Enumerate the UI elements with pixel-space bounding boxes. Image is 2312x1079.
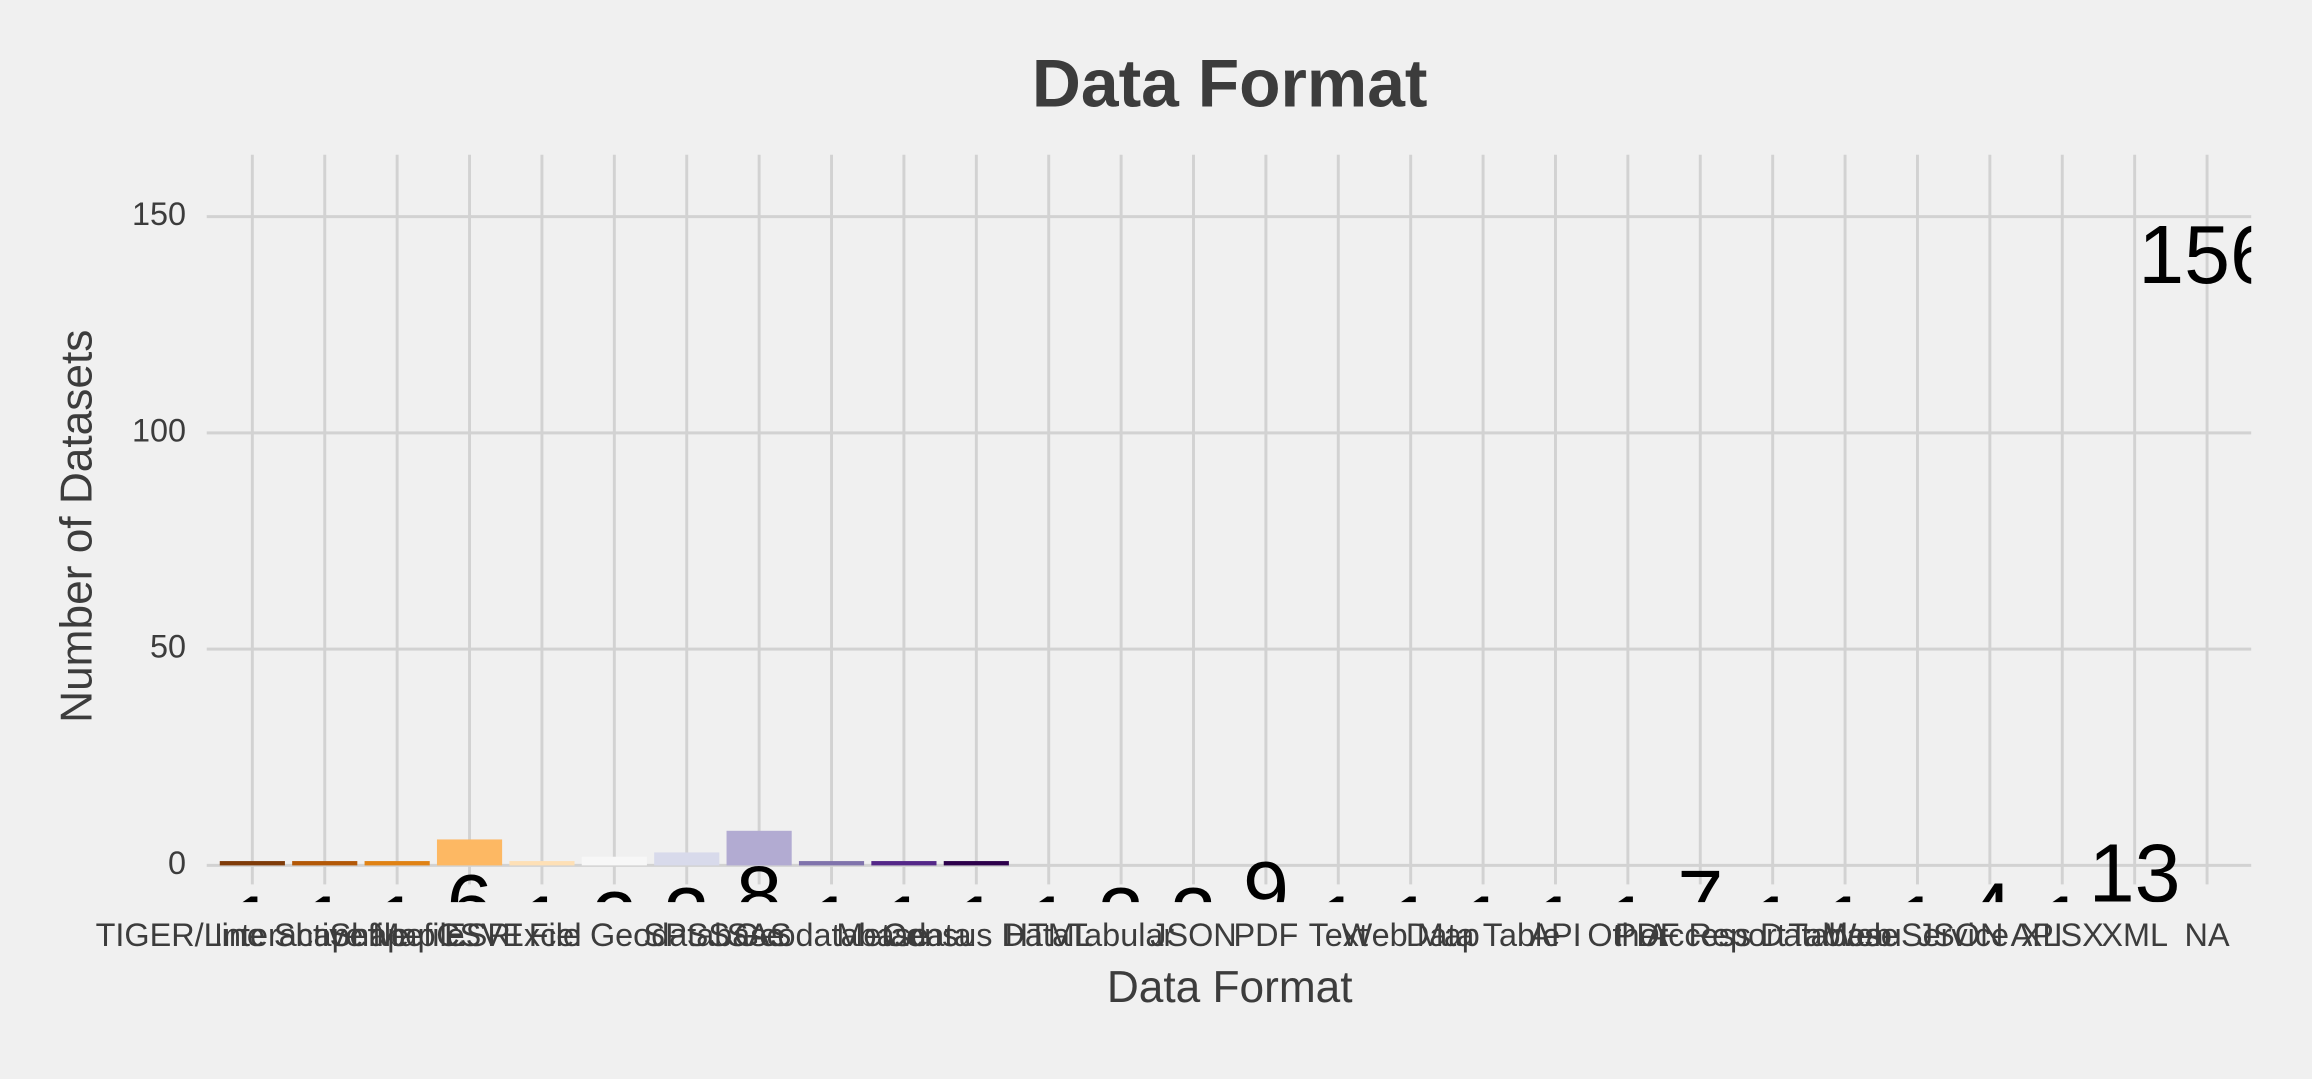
- y-tick-label: 100: [132, 412, 186, 448]
- value-label: 1: [2039, 880, 2085, 972]
- value-label: 8: [736, 849, 782, 941]
- x-tick-label: Census Data: [883, 917, 1071, 953]
- value-label: 2: [591, 875, 637, 967]
- value-label: 1: [809, 880, 855, 972]
- y-tick-label: 0: [168, 845, 186, 881]
- value-label: 1: [519, 880, 565, 972]
- x-tick-label: Geodatabase: [734, 917, 929, 953]
- x-tick-label: XML: [2101, 917, 2168, 953]
- value-label: 1: [953, 880, 999, 972]
- value-label: 1: [1822, 880, 1868, 972]
- x-tick-label: PDF: [1233, 917, 1298, 953]
- value-label: 9: [1243, 845, 1289, 937]
- value-label: 1: [1895, 880, 1941, 972]
- value-label: 13: [2089, 828, 2181, 920]
- bar: [726, 830, 792, 866]
- value-label: 1: [881, 880, 927, 972]
- value-label: 6: [447, 858, 493, 950]
- x-tick-label: NA: [2185, 917, 2230, 953]
- value-label: 1: [1026, 880, 1072, 972]
- x-tick-label: TIGER/Line Shapefile: [96, 917, 409, 953]
- value-label: 1: [1605, 880, 1651, 972]
- x-tick-label: Data Table: [1406, 917, 1560, 953]
- x-tick-label: CSV: [436, 917, 503, 953]
- value-label: 1: [302, 880, 348, 972]
- value-label: 1: [1315, 880, 1361, 972]
- value-label: 1: [374, 880, 420, 972]
- value-label: 3: [1171, 871, 1217, 963]
- x-tick-label: Tabular: [1068, 917, 1174, 953]
- grid: [206, 154, 2252, 885]
- value-label: 1: [1750, 880, 1796, 972]
- value-label: 1: [1460, 880, 1506, 972]
- x-tick-label: JSON API: [1917, 917, 2063, 953]
- x-tick-label: Excel: [502, 917, 581, 953]
- bar: [364, 861, 430, 866]
- x-tick-label: JSON: [1150, 917, 1236, 953]
- bar: [436, 839, 503, 866]
- y-axis-title: Number of Datasets: [53, 330, 102, 723]
- bar: [581, 856, 647, 866]
- x-tick-label: Shapefile: [330, 917, 465, 953]
- bar: [654, 852, 720, 866]
- bar: [798, 861, 865, 866]
- value-label: 3: [1098, 871, 1144, 963]
- x-tick-label: SAS: [727, 917, 792, 953]
- chart-title: Data Format: [1032, 46, 1428, 121]
- x-tick-label: Web Map: [1342, 917, 1480, 953]
- x-tick-label: Interactive Map: [214, 917, 436, 953]
- x-tick-label: Metadata: [836, 917, 972, 953]
- x-tick-label: Text: [1309, 917, 1368, 953]
- bar: [509, 861, 575, 866]
- x-tick-label: API: [1529, 917, 1581, 953]
- bar: [292, 861, 358, 866]
- x-tick-label: Other: [1587, 917, 1668, 953]
- x-tick-label: SPSS: [643, 917, 729, 953]
- value-label: 7: [1677, 854, 1723, 946]
- x-tick-label: HTML: [1005, 917, 1093, 953]
- y-tick-label: 150: [132, 196, 186, 232]
- value-label: 1: [1388, 880, 1434, 972]
- bar: [943, 861, 1009, 866]
- x-tick-label: ESRI File Geodatabase: [444, 917, 784, 953]
- bars: [219, 830, 1009, 866]
- x-tick-label: Access Database: [1647, 917, 1899, 953]
- axes: 0 50 100 150 TIGER/Line ShapefileInteractive…: [96, 196, 2230, 953]
- x-tick-label: PDF Report: [1615, 917, 1786, 953]
- value-label: 4: [1967, 867, 2013, 959]
- value-label: 156: [2138, 209, 2276, 301]
- value-label: 3: [664, 871, 710, 963]
- x-tick-label: XLSX: [2021, 917, 2104, 953]
- y-tick-label: 50: [150, 629, 186, 665]
- bar: [219, 861, 285, 866]
- x-tick-label: Tableau: [1788, 917, 1902, 953]
- bar: [871, 861, 937, 866]
- x-tick-label: Web Service: [1826, 917, 2009, 953]
- value-label: 1: [229, 880, 275, 972]
- x-axis-title: Data Format: [1107, 963, 1353, 1012]
- value-label: 1: [1533, 880, 1579, 972]
